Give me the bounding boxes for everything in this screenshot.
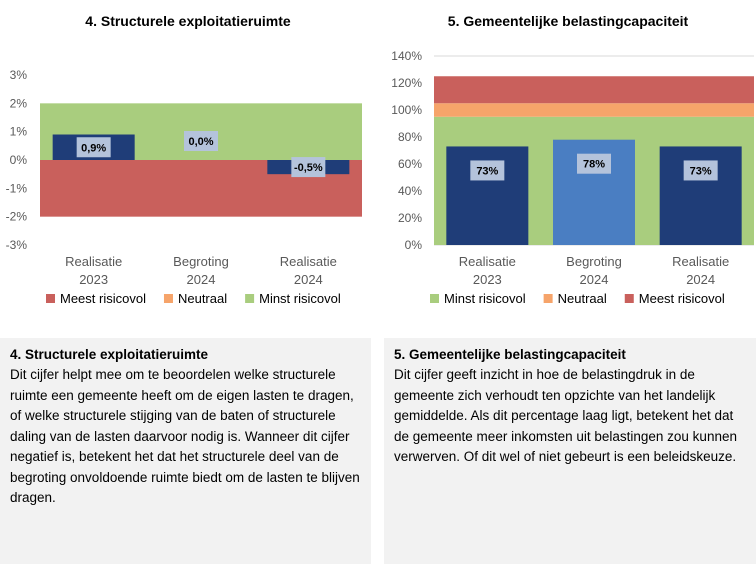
legend-entry: Meest risicovol xyxy=(639,291,725,306)
category-label: 2023 xyxy=(473,272,502,287)
category-label: Realisatie xyxy=(280,254,337,269)
y-tick-label: 60% xyxy=(398,157,422,171)
y-tick-label: -3% xyxy=(6,238,28,252)
y-tick-label: 140% xyxy=(391,49,422,63)
panel-title: 4. Structurele exploitatieruimte xyxy=(10,347,209,362)
category-label: Realisatie xyxy=(672,254,729,269)
y-tick-label: 3% xyxy=(10,68,28,82)
data-label: -0,5% xyxy=(294,162,323,174)
y-tick-label: 1% xyxy=(10,125,28,139)
y-tick-label: 20% xyxy=(398,211,422,225)
chart-title: 5. Gemeentelijke belastingcapaciteit xyxy=(448,13,689,29)
y-tick-label: 120% xyxy=(391,76,422,90)
category-label: 2023 xyxy=(79,272,108,287)
data-label-box xyxy=(291,157,326,178)
category-label: 2024 xyxy=(294,272,323,287)
legend-swatch xyxy=(245,294,255,303)
chart-structurele-exploitatieruimte: 4. Structurele exploitatieruimte -3% -2% -1… xyxy=(6,13,362,306)
data-label-box xyxy=(184,131,218,151)
y-tick-label: 2% xyxy=(10,96,28,110)
legend-entry: Neutraal xyxy=(178,291,227,306)
band-meest-risicovol xyxy=(434,76,754,104)
y-tick-label: 0% xyxy=(10,153,28,167)
data-label: 73% xyxy=(690,165,712,177)
legend-entry: Minst risicovol xyxy=(259,291,341,306)
category-label: Begroting xyxy=(173,254,229,269)
legend-entry: Neutraal xyxy=(558,291,607,306)
legend-entry: Meest risicovol xyxy=(60,291,146,306)
y-tick-label: 40% xyxy=(398,184,422,198)
legend-swatch xyxy=(624,294,634,303)
data-label: 0,9% xyxy=(81,142,106,154)
data-label-box xyxy=(577,153,611,174)
chart-title: 4. Structurele exploitatieruimte xyxy=(85,13,291,29)
category-label: Realisatie xyxy=(459,254,516,269)
legend-swatch xyxy=(163,294,173,303)
y-tick-label: -1% xyxy=(6,181,28,195)
data-label-box xyxy=(76,137,111,158)
legend-swatch xyxy=(46,294,55,303)
info-panel-gemeentelijke-belastingcapaciteit: 5. Gemeentelijke belastingcapaciteit Dit… xyxy=(384,338,756,564)
y-tick-label: 80% xyxy=(398,130,422,144)
panel-body: Dit cijfer geeft inzicht in hoe de belas… xyxy=(394,367,737,464)
legend-entry: Minst risicovol xyxy=(444,291,526,306)
data-label-box xyxy=(470,160,505,181)
data-label-box xyxy=(683,160,718,181)
panel-title: 5. Gemeentelijke belastingcapaciteit xyxy=(394,347,626,362)
legend-swatch xyxy=(430,294,439,303)
y-tick-label: -2% xyxy=(6,210,28,224)
band-neutraal xyxy=(434,103,754,117)
info-panel-structurele-exploitatieruimte: 4. Structurele exploitatieruimte Dit cij… xyxy=(0,338,371,564)
category-label: 2024 xyxy=(686,272,715,287)
category-label: Realisatie xyxy=(65,254,122,269)
data-label: 73% xyxy=(476,165,498,177)
panel-body: Dit cijfer helpt mee om te beoordelen we… xyxy=(10,367,360,505)
category-label: 2024 xyxy=(580,272,609,287)
data-label: 78% xyxy=(583,159,605,171)
chart-gemeentelijke-belastingcapaciteit: 5. Gemeentelijke belastingcapaciteit 0% 20… xyxy=(391,13,754,306)
y-tick-label: 0% xyxy=(405,238,423,252)
legend-swatch xyxy=(543,294,553,303)
category-label: 2024 xyxy=(187,272,216,287)
y-tick-label: 100% xyxy=(391,103,422,117)
data-label: 0,0% xyxy=(188,136,213,148)
category-label: Begroting xyxy=(566,254,622,269)
